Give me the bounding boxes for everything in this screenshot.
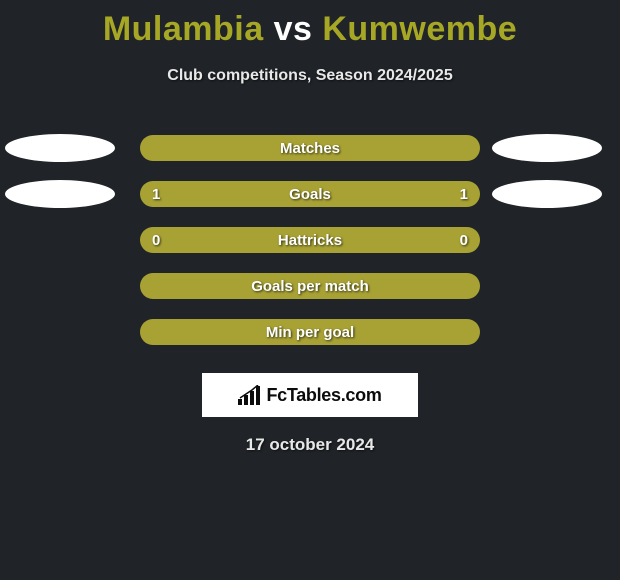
stat-bar-gpm: Goals per match — [140, 273, 480, 299]
stat-left-hattricks: 0 — [152, 232, 160, 249]
stat-bar-mpg: Min per goal — [140, 319, 480, 345]
stat-bar-goals: 1 Goals 1 — [140, 181, 480, 207]
site-name: FcTables.com — [266, 385, 381, 406]
ellipse-left-goals — [5, 180, 115, 208]
bars-icon — [238, 385, 262, 405]
stat-row-goals: 1 Goals 1 — [0, 171, 620, 217]
stat-label-goals: Goals — [289, 186, 331, 203]
stat-bar-hattricks: 0 Hattricks 0 — [140, 227, 480, 253]
site-logo[interactable]: FcTables.com — [202, 373, 418, 417]
stat-label-matches: Matches — [280, 140, 340, 157]
stat-right-goals: 1 — [460, 186, 468, 203]
stat-left-goals: 1 — [152, 186, 160, 203]
stat-label-gpm: Goals per match — [251, 278, 369, 295]
stat-right-hattricks: 0 — [460, 232, 468, 249]
ellipse-right-matches — [492, 134, 602, 162]
stats-block: Matches 1 Goals 1 0 Hattricks 0 Goals pe… — [0, 125, 620, 355]
player1-name: Mulambia — [103, 10, 264, 48]
ellipse-right-goals — [492, 180, 602, 208]
stat-row-hattricks: 0 Hattricks 0 — [0, 217, 620, 263]
stat-label-hattricks: Hattricks — [278, 232, 342, 249]
stat-bar-matches: Matches — [140, 135, 480, 161]
player2-name: Kumwembe — [322, 10, 517, 48]
stat-row-gpm: Goals per match — [0, 263, 620, 309]
ellipse-left-matches — [5, 134, 115, 162]
subtitle: Club competitions, Season 2024/2025 — [0, 67, 620, 85]
stat-row-matches: Matches — [0, 125, 620, 171]
page-title: Mulambia vs Kumwembe — [0, 0, 620, 49]
stat-label-mpg: Min per goal — [266, 324, 354, 341]
stat-row-mpg: Min per goal — [0, 309, 620, 355]
footer-date: 17 october 2024 — [0, 435, 620, 455]
vs-label: vs — [274, 10, 313, 48]
